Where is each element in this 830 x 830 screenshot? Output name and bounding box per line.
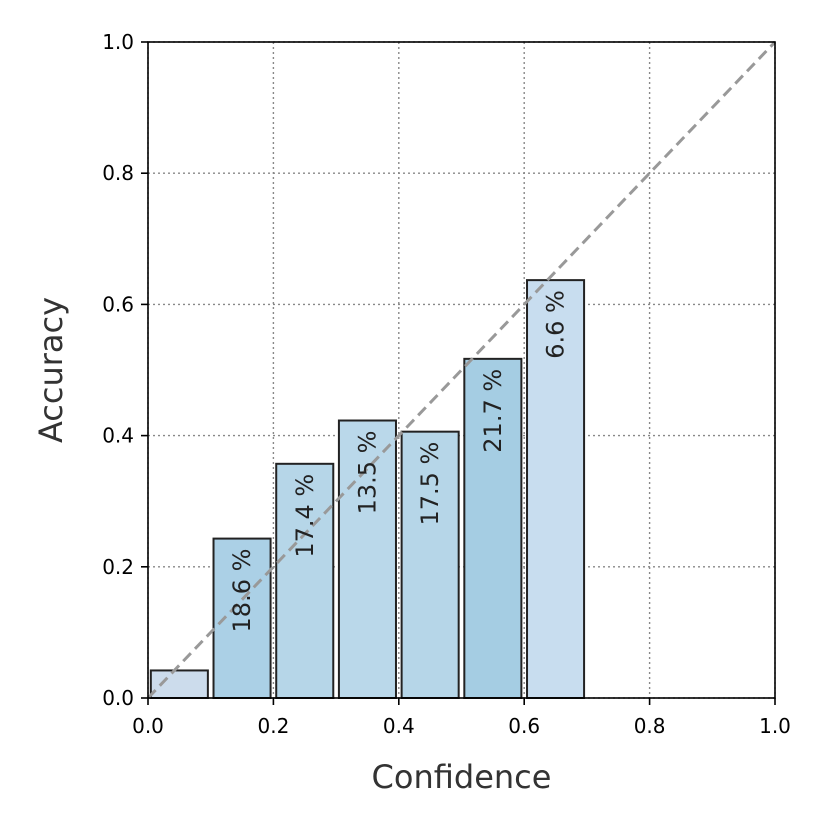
bar-percent-labels: 18.6 % 17.4 % 13.5 % 17.5 % 21.7 % 6.6 % (228, 290, 570, 633)
bar-percent-label: 17.5 % (416, 442, 444, 526)
y-tick-label: 0.0 (102, 686, 134, 710)
bars (149, 279, 586, 700)
y-tick-label: 0.4 (102, 424, 134, 448)
bar (400, 430, 460, 699)
x-tick-label: 0.4 (383, 714, 415, 738)
bar-percent-label: 21.7 % (479, 369, 507, 453)
axis-ticks: 0.0 0.2 0.4 0.6 0.8 1.0 0.0 0.2 0.4 0.6 0.8 1.0 (102, 30, 791, 738)
plot-frame (147, 41, 776, 699)
x-tick-label: 0.2 (257, 714, 289, 738)
y-tick-label: 0.2 (102, 555, 134, 579)
y-tick-label: 1.0 (102, 30, 134, 54)
bar (275, 462, 335, 700)
x-axis-label: Confidence (372, 758, 552, 796)
bar (463, 357, 523, 699)
bar-percent-label: 6.6 % (542, 290, 570, 359)
bar (337, 419, 397, 699)
bar-percent-label: 17.4 % (291, 474, 319, 558)
y-tick-label: 0.8 (102, 161, 134, 185)
perfect-calibration-line (146, 40, 777, 700)
x-tick-label: 1.0 (759, 714, 791, 738)
bar-percent-label: 18.6 % (228, 549, 256, 633)
bar-percent-label: 13.5 % (353, 431, 381, 515)
x-tick-label: 0.6 (508, 714, 540, 738)
x-tick-label: 0.8 (634, 714, 666, 738)
x-tick-label: 0.0 (132, 714, 164, 738)
y-tick-label: 0.6 (102, 292, 134, 316)
y-axis-label: Accuracy (32, 297, 70, 443)
bar (526, 279, 586, 699)
